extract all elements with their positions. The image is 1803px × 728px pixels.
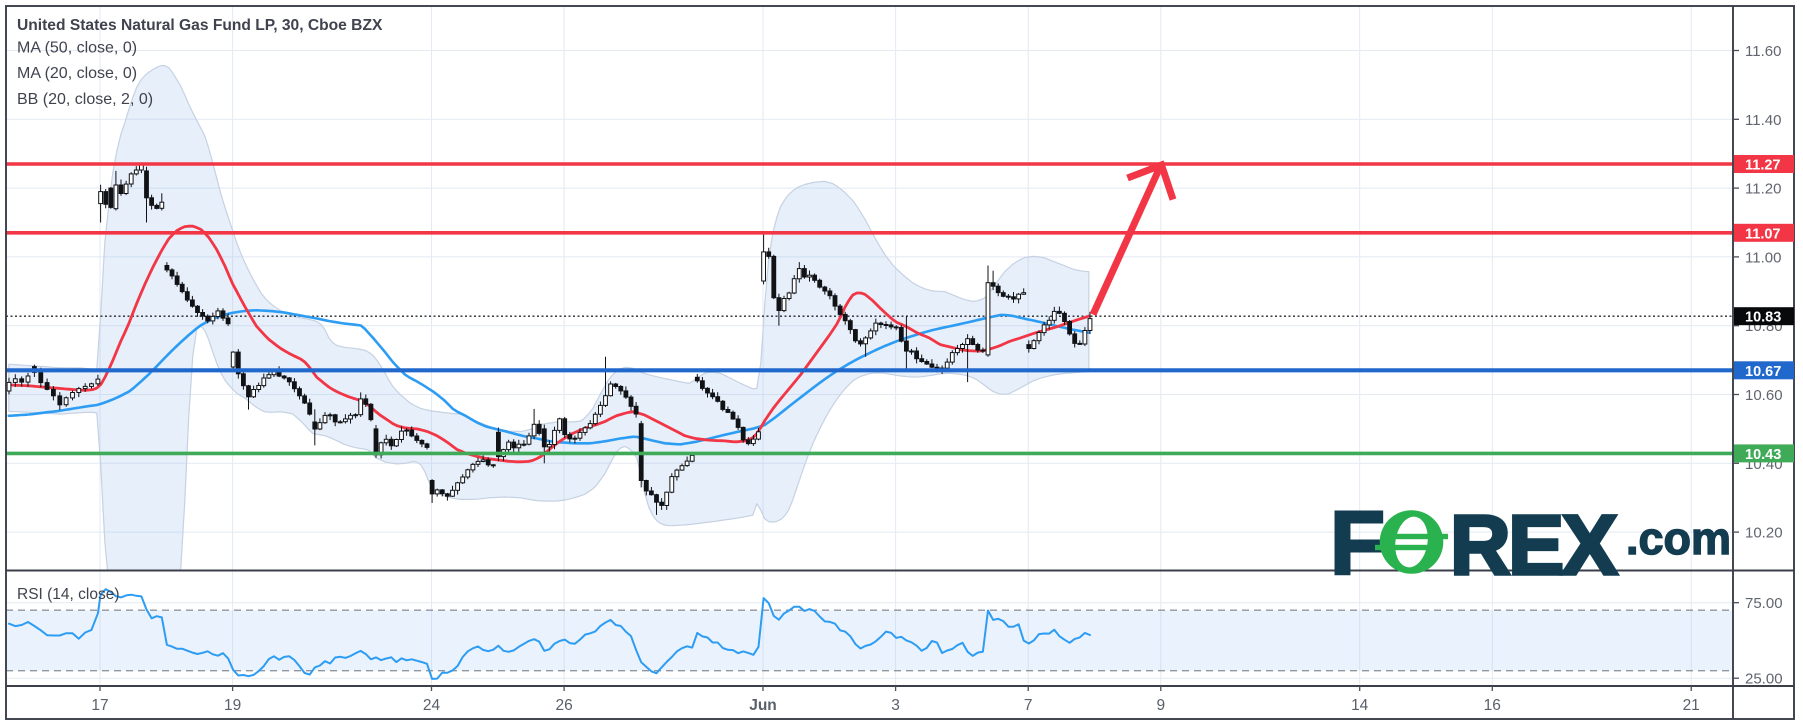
svg-text:9: 9 (1156, 697, 1165, 714)
svg-text:RSI (14, close): RSI (14, close) (17, 586, 120, 603)
svg-text:11.20: 11.20 (1745, 181, 1781, 198)
svg-text:Jun: Jun (749, 697, 777, 714)
svg-text:10.43: 10.43 (1745, 447, 1781, 463)
svg-text:.com: .com (1626, 513, 1731, 564)
svg-text:11.27: 11.27 (1745, 158, 1781, 174)
svg-text:BB (20, close, 2, 0): BB (20, close, 2, 0) (17, 91, 153, 108)
svg-text:MA (20, close, 0): MA (20, close, 0) (17, 65, 137, 82)
svg-text:10.20: 10.20 (1745, 525, 1783, 542)
svg-text:United States Natural Gas Fund: United States Natural Gas Fund LP, 30, C… (17, 17, 383, 34)
svg-text:17: 17 (91, 697, 108, 714)
svg-text:11.60: 11.60 (1745, 43, 1781, 60)
svg-text:MA (50, close, 0): MA (50, close, 0) (17, 40, 137, 57)
svg-text:24: 24 (423, 697, 441, 714)
svg-text:21: 21 (1683, 697, 1700, 714)
svg-text:25.00: 25.00 (1745, 671, 1783, 688)
svg-text:7: 7 (1024, 697, 1033, 714)
svg-text:16: 16 (1484, 697, 1501, 714)
svg-text:11.07: 11.07 (1745, 226, 1781, 242)
svg-text:26: 26 (555, 697, 572, 714)
svg-text:11.00: 11.00 (1745, 249, 1781, 266)
svg-text:75.00: 75.00 (1745, 595, 1783, 612)
svg-text:REX: REX (1450, 498, 1618, 592)
svg-text:10.60: 10.60 (1745, 387, 1783, 404)
svg-text:10.83: 10.83 (1745, 310, 1781, 326)
svg-text:11.40: 11.40 (1745, 112, 1781, 129)
svg-text:10.67: 10.67 (1745, 364, 1781, 380)
svg-text:14: 14 (1351, 697, 1369, 714)
svg-text:19: 19 (224, 697, 241, 714)
svg-text:3: 3 (891, 697, 900, 714)
svg-text:F: F (1330, 494, 1385, 594)
